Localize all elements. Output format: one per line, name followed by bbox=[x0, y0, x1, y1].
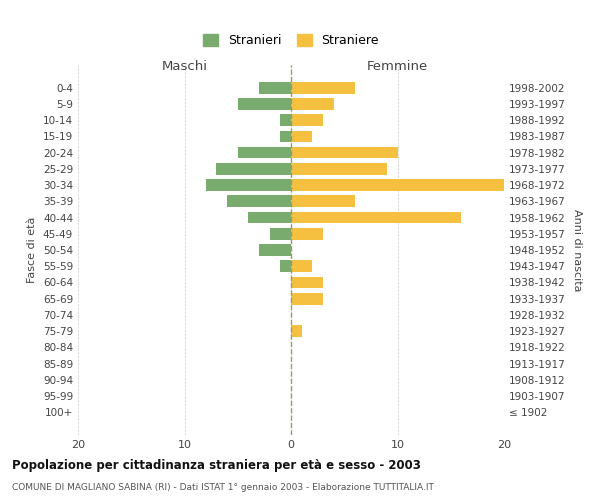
Bar bbox=[238, 147, 291, 158]
Bar bbox=[248, 212, 291, 224]
Bar bbox=[259, 82, 291, 94]
Bar bbox=[291, 212, 461, 224]
Bar bbox=[291, 276, 323, 288]
Bar bbox=[291, 163, 387, 174]
Legend: Stranieri, Straniere: Stranieri, Straniere bbox=[203, 34, 379, 47]
Bar bbox=[291, 260, 313, 272]
Bar bbox=[291, 326, 302, 337]
Bar bbox=[291, 114, 323, 126]
Bar bbox=[291, 179, 504, 191]
Bar bbox=[291, 228, 323, 239]
Y-axis label: Fasce di età: Fasce di età bbox=[28, 217, 37, 283]
Bar bbox=[291, 98, 334, 110]
Bar bbox=[280, 260, 291, 272]
Bar bbox=[206, 179, 291, 191]
Text: COMUNE DI MAGLIANO SABINA (RI) - Dati ISTAT 1° gennaio 2003 - Elaborazione TUTTI: COMUNE DI MAGLIANO SABINA (RI) - Dati IS… bbox=[12, 484, 434, 492]
Bar bbox=[227, 196, 291, 207]
Bar bbox=[280, 114, 291, 126]
Bar bbox=[291, 130, 313, 142]
Bar bbox=[291, 82, 355, 94]
Bar bbox=[280, 130, 291, 142]
Bar bbox=[291, 196, 355, 207]
Bar bbox=[259, 244, 291, 256]
Bar bbox=[270, 228, 291, 239]
Text: Maschi: Maschi bbox=[161, 60, 208, 73]
Bar bbox=[291, 147, 398, 158]
Y-axis label: Anni di nascita: Anni di nascita bbox=[572, 209, 582, 291]
Bar bbox=[238, 98, 291, 110]
Text: Popolazione per cittadinanza straniera per età e sesso - 2003: Popolazione per cittadinanza straniera p… bbox=[12, 460, 421, 472]
Bar bbox=[217, 163, 291, 174]
Text: Femmine: Femmine bbox=[367, 60, 428, 73]
Bar bbox=[291, 293, 323, 304]
